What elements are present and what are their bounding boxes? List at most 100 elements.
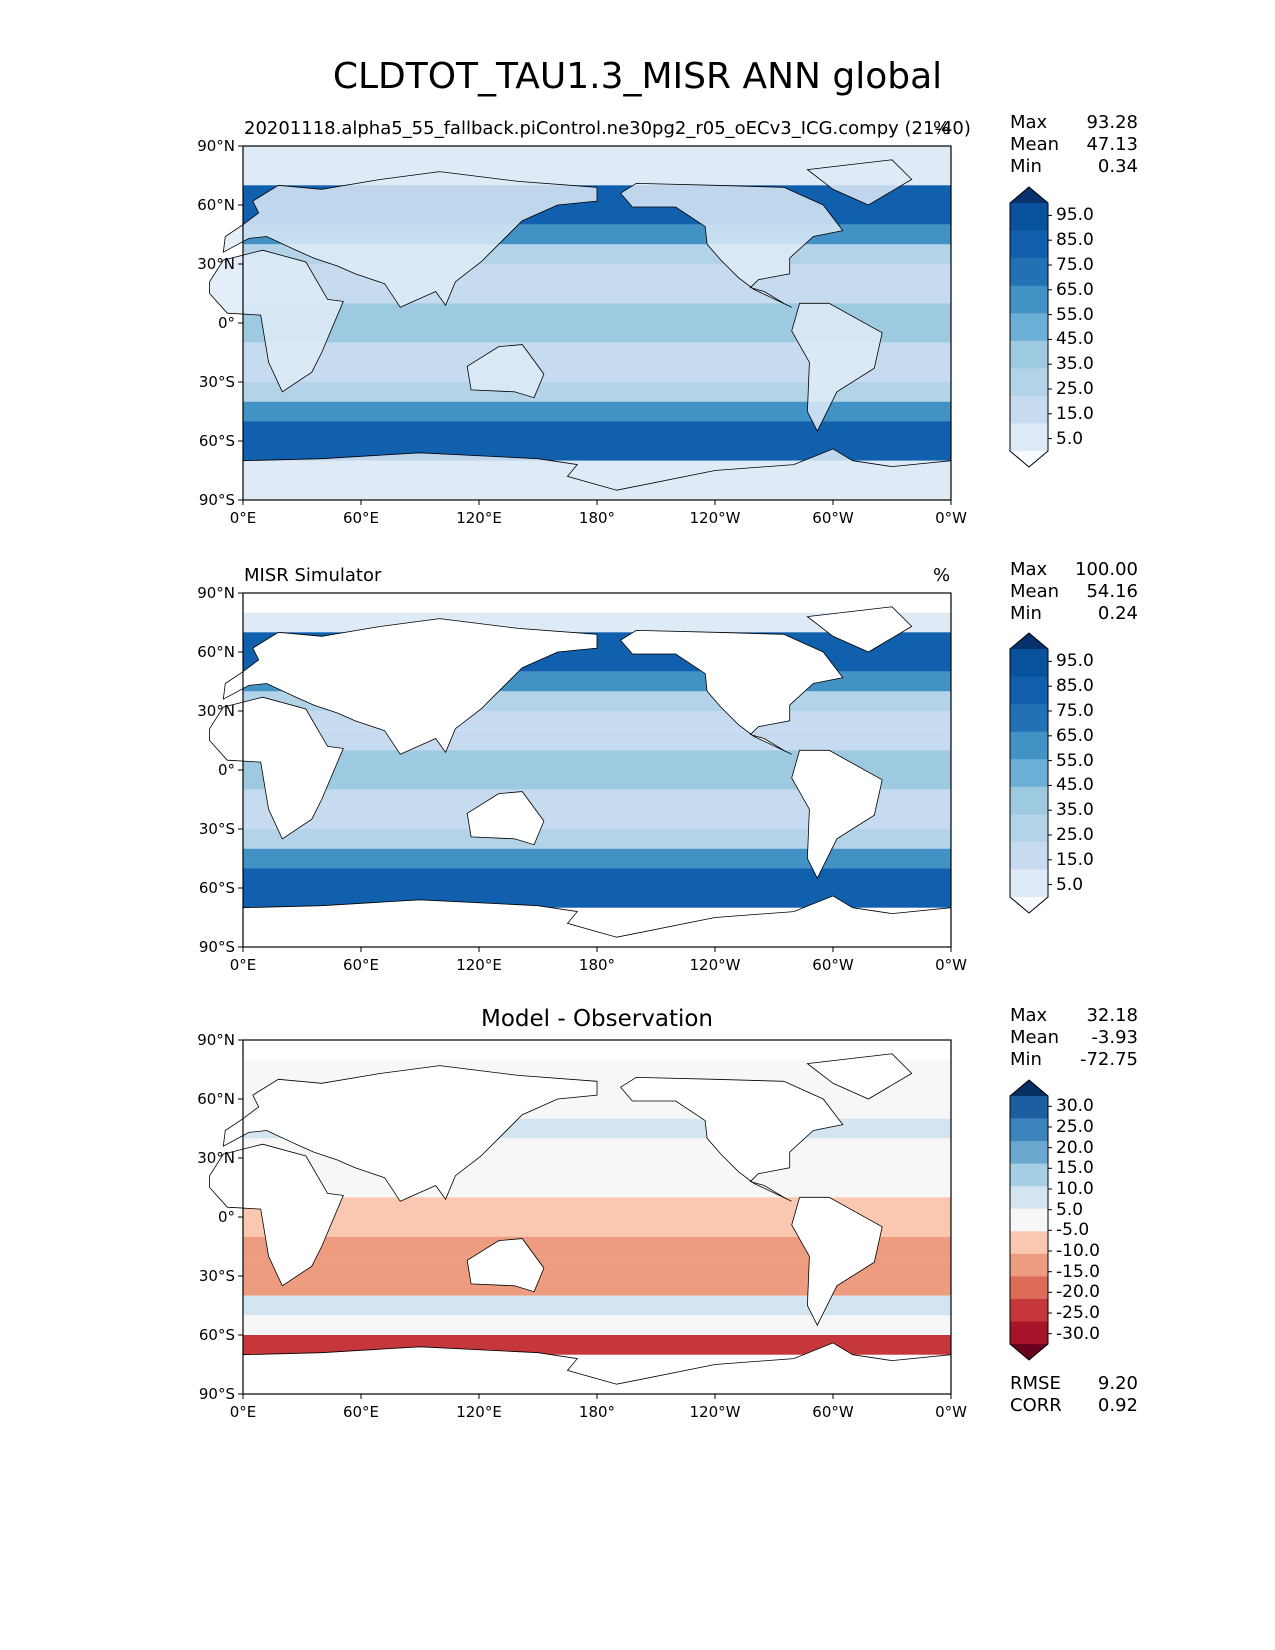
colorbar-tick-label: -30.0 <box>1056 1323 1100 1344</box>
stat-value: 47.13 <box>1086 134 1138 155</box>
stat-label: Min <box>1010 156 1042 177</box>
colorbar-extend-top <box>1010 1080 1048 1096</box>
colorbar-tick-label: 95.0 <box>1056 205 1094 226</box>
lon-tick-label: 120°E <box>456 956 502 974</box>
lon-tick-label: 120°W <box>689 1403 741 1421</box>
coastline <box>222 171 598 308</box>
stat-label: Mean <box>1010 134 1060 155</box>
field-band <box>243 730 951 751</box>
land-field <box>620 183 843 308</box>
colorbar-tick-label: 85.0 <box>1056 230 1094 251</box>
coastline <box>466 1238 545 1293</box>
coastline <box>619 629 844 755</box>
coastline <box>619 1076 844 1202</box>
lon-tick-label: 0°E <box>229 509 257 527</box>
field-band <box>243 1315 951 1335</box>
colorbar-segment <box>1010 368 1048 397</box>
colorbar-segment <box>1010 1118 1048 1142</box>
field-band <box>243 342 951 363</box>
lon-tick-label: 0°E <box>229 956 257 974</box>
lon-tick-label: 60°E <box>342 956 380 974</box>
colorbar-tick-label: 5.0 <box>1056 428 1084 449</box>
colorbar-tick-label: 35.0 <box>1056 354 1094 375</box>
field-band <box>243 789 951 810</box>
colorbar-segment <box>1010 704 1048 733</box>
lat-tick-label: 30°S <box>198 820 235 838</box>
colorbar-tick-label: 65.0 <box>1056 279 1094 300</box>
panel-units: % <box>933 118 951 139</box>
lat-tick-label: 30°N <box>197 702 235 720</box>
lon-tick-label: 180° <box>578 509 616 527</box>
colorbar-tick-label: 85.0 <box>1056 676 1094 697</box>
stat-value: 100.00 <box>1075 559 1138 580</box>
colorbar-tick-label: 65.0 <box>1056 725 1094 746</box>
colorbar-segment <box>1010 814 1048 843</box>
land-field <box>467 344 544 398</box>
metric-label: RMSE <box>1010 1373 1061 1394</box>
colorbar-tick-label: 20.0 <box>1056 1137 1094 1158</box>
colorbar-segment <box>1010 423 1048 452</box>
field-band <box>243 868 951 888</box>
field-band <box>243 1276 951 1296</box>
coastline <box>466 791 545 846</box>
colorbar-segment <box>1010 649 1048 678</box>
colorbar-extend-bottom <box>1010 1344 1048 1360</box>
metric-label: CORR <box>1010 1395 1062 1416</box>
stat-value: 54.16 <box>1086 581 1138 602</box>
lon-tick-label: 120°W <box>689 509 741 527</box>
lon-tick-label: 60°W <box>812 509 854 527</box>
colorbar-segment <box>1010 395 1048 424</box>
colorbar-tick-label: 75.0 <box>1056 701 1094 721</box>
lat-tick-label: 60°S <box>198 879 235 897</box>
lat-tick-label: 0° <box>217 1208 235 1226</box>
colorbar-tick-label: 15.0 <box>1056 849 1094 870</box>
coastline <box>806 606 913 653</box>
colorbar-tick-label: 95.0 <box>1056 651 1094 672</box>
field-band <box>243 809 951 829</box>
stat-label: Max <box>1010 1005 1048 1026</box>
stat-value: 32.18 <box>1086 1005 1138 1026</box>
stat-value: 0.34 <box>1097 156 1138 177</box>
field-band <box>243 848 951 869</box>
lat-tick-label: 30°S <box>198 373 235 391</box>
colorbar-segment <box>1010 1253 1048 1277</box>
stat-label: Max <box>1010 559 1048 580</box>
colorbar-segment <box>1010 1208 1048 1232</box>
panel-title-center: Model - Observation <box>480 1006 714 1032</box>
lon-tick-label: 60°E <box>342 1403 380 1421</box>
colorbar-segment <box>1010 1186 1048 1210</box>
stat-label: Min <box>1010 1049 1042 1070</box>
lat-tick-label: 60°N <box>197 1090 235 1108</box>
coastline <box>791 302 883 433</box>
colorbar-segment <box>1010 1231 1048 1255</box>
lat-tick-label: 60°S <box>198 1326 235 1344</box>
colorbar-tick-label: 45.0 <box>1056 329 1094 350</box>
lon-tick-label: 60°W <box>812 956 854 974</box>
field-band <box>243 1197 951 1217</box>
colorbar-segment <box>1010 676 1048 705</box>
lat-tick-label: 90°N <box>197 584 235 602</box>
coastline <box>619 182 844 308</box>
metric-value: 9.20 <box>1097 1373 1138 1394</box>
field-band <box>243 283 951 304</box>
colorbar-segment <box>1010 786 1048 815</box>
colorbar-tick-label: 25.0 <box>1056 1117 1094 1137</box>
field-band <box>243 303 951 323</box>
field-band <box>243 323 951 343</box>
colorbar-tick-label: -15.0 <box>1056 1261 1100 1282</box>
field-band <box>243 1256 951 1276</box>
land-field <box>807 159 912 205</box>
lon-tick-label: 0°E <box>229 1403 257 1421</box>
lon-tick-label: 60°W <box>812 1403 854 1421</box>
coastline <box>222 1065 598 1202</box>
colorbar-extend-top <box>1010 633 1048 649</box>
stat-label: Max <box>1010 112 1048 133</box>
lon-tick-label: 180° <box>578 956 616 974</box>
colorbar-tick-label: 25.0 <box>1056 379 1094 399</box>
colorbar-segment <box>1010 731 1048 760</box>
coastline <box>791 749 883 880</box>
panel-units: % <box>933 565 951 586</box>
colorbar-tick-label: 55.0 <box>1056 750 1094 771</box>
panel-title-left: MISR Simulator <box>244 565 382 586</box>
